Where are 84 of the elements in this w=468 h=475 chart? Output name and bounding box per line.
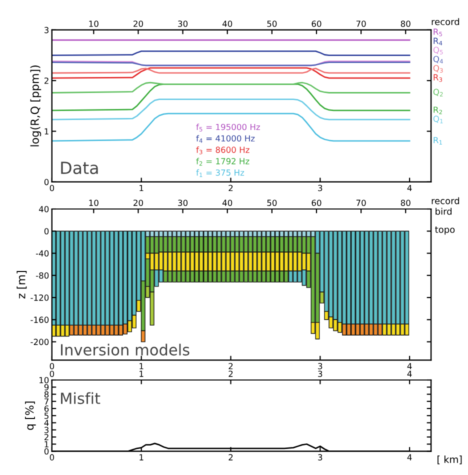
annotation: f$_{1}$ = 375 Hz <box>196 169 244 177</box>
x2-tick-label: 3 <box>318 370 322 377</box>
x2-tick-label: 4 <box>407 370 412 377</box>
y-tick-label: 1 <box>44 128 48 134</box>
annotation: f$_{5}$ = 195000 Hz <box>196 124 260 132</box>
text: R$_{5}$ <box>434 28 442 36</box>
x2-tick-label: 10 <box>89 200 98 206</box>
x-tick-label: 0 <box>50 362 54 370</box>
x2-tick-label: 40 <box>222 20 232 27</box>
x-tick-label: 2 <box>228 362 233 370</box>
x2-tick-label: 30 <box>178 20 188 27</box>
y-axis-title: log(R,Q [ppm]) <box>30 66 42 146</box>
x2-tick-label: 70 <box>356 20 366 27</box>
x2-tick-label: 20 <box>134 200 143 206</box>
x2-tick-label: 40 <box>222 200 232 206</box>
x2-tick-label: 70 <box>356 200 366 206</box>
x2-axis-title: record <box>432 18 460 26</box>
x-tick-label: 4 <box>407 184 412 192</box>
x2-axis-title: record <box>432 197 460 204</box>
x2-tick-label: 60 <box>312 20 322 27</box>
y-tick-label: 5 <box>44 412 48 419</box>
y-tick-label: 4 <box>44 420 49 426</box>
text: topo <box>435 226 455 235</box>
text: R$_{4}$ <box>434 38 442 46</box>
y-tick-label: -200 <box>30 338 49 346</box>
text: bird <box>436 208 452 215</box>
x2-tick-label: 10 <box>89 20 98 27</box>
x-tick-label: 1 <box>140 454 144 460</box>
x2-tick-label: 80 <box>400 20 410 27</box>
y-tick-label: 7 <box>44 398 48 405</box>
x-tick-label: 4 <box>407 454 412 460</box>
text: Q$_{3}$ <box>433 64 443 73</box>
x2-tick-label: 2 <box>228 370 233 377</box>
y-tick-label: -120 <box>30 294 49 301</box>
x-tick-label: 2 <box>228 184 233 192</box>
text: R$_{2}$ <box>434 106 442 114</box>
annotation: f$_{2}$ = 1792 Hz <box>196 158 250 166</box>
y-tick-label: 3 <box>44 426 48 434</box>
y-tick-label: 1 <box>44 441 48 448</box>
x-tick-label: 1 <box>140 363 144 370</box>
annotation: Misfit <box>61 392 100 404</box>
text: R$_{1}$ <box>434 137 442 145</box>
x-tick-label: 2 <box>228 454 233 460</box>
x-tick-label: 3 <box>318 184 322 192</box>
annotation: Data <box>61 162 98 174</box>
x2-tick-label: 30 <box>178 200 188 206</box>
y-tick-label: 2 <box>44 78 48 84</box>
x-tick-label: 1 <box>140 184 144 192</box>
text: Q$_{4}$ <box>433 56 443 64</box>
y-tick-label: 0 <box>44 228 49 234</box>
x-axis-title: [ km] <box>438 456 462 464</box>
text: Q$_{5}$ <box>433 46 443 54</box>
y-axis-title: q [%] <box>25 402 36 430</box>
annotation: Inversion models <box>61 344 190 356</box>
y-axis-title: z [m] <box>16 271 27 298</box>
y-tick-label: 8 <box>44 391 49 398</box>
y-tick-label: 10 <box>39 376 49 384</box>
x-tick-label: 0 <box>50 184 54 192</box>
y-tick-label: 0 <box>44 178 49 186</box>
annotation: f$_{3}$ = 8600 Hz <box>196 146 250 154</box>
y-tick-label: 9 <box>44 384 49 390</box>
x-tick-label: 4 <box>407 363 412 370</box>
y-tick-label: 3 <box>44 26 48 34</box>
y-tick-label: -80 <box>36 272 49 279</box>
x2-tick-label: 50 <box>267 200 277 206</box>
x-tick-label: 0 <box>50 454 54 460</box>
x2-tick-label: 60 <box>312 200 322 206</box>
x2-tick-label: 50 <box>267 20 277 27</box>
x2-tick-label: 80 <box>400 200 410 206</box>
y-tick-label: -160 <box>30 316 49 323</box>
y-tick-label: 6 <box>44 405 49 412</box>
x-tick-label: 3 <box>318 362 322 370</box>
y-tick-label: 0 <box>44 448 49 455</box>
y-tick-label: -40 <box>36 250 49 257</box>
text: R$_{3}$ <box>434 74 442 82</box>
text: Q$_{2}$ <box>433 88 443 96</box>
y-tick-label: 40 <box>38 206 49 212</box>
text: Q$_{1}$ <box>433 116 443 124</box>
x-tick-label: 3 <box>318 454 322 460</box>
annotation: f$_{4}$ = 41000 Hz <box>196 135 255 143</box>
x2-tick-label: 1 <box>140 370 144 377</box>
x2-tick-label: 20 <box>134 20 143 27</box>
x2-tick-label: 0 <box>50 370 54 377</box>
y-tick-label: 2 <box>44 434 48 440</box>
